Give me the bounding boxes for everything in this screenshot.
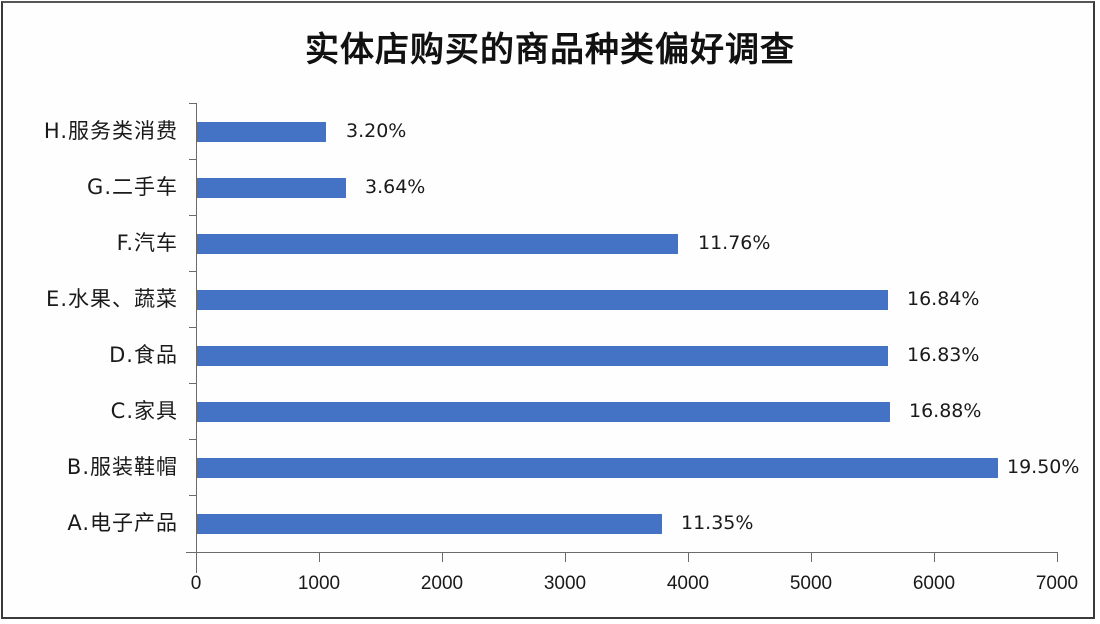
data-label: 16.83% xyxy=(907,344,980,366)
bar-e-fruit-veg xyxy=(197,290,888,310)
bar-a-electronics xyxy=(197,514,662,534)
x-tick xyxy=(442,552,443,562)
data-label: 3.20% xyxy=(346,120,407,142)
y-tick xyxy=(189,439,197,440)
category-label: A.电子产品 xyxy=(67,511,178,535)
data-label: 16.84% xyxy=(907,288,980,310)
y-axis-line xyxy=(196,103,197,573)
y-tick xyxy=(189,159,197,160)
bar-g-used-car xyxy=(197,178,346,198)
bar-c-furniture xyxy=(197,402,890,422)
x-tick-label: 3000 xyxy=(543,573,587,594)
x-tick xyxy=(811,552,812,562)
bar-f-car xyxy=(197,234,678,254)
x-tick xyxy=(688,552,689,562)
x-tick-label: 7000 xyxy=(1035,573,1079,594)
data-label: 19.50% xyxy=(1007,456,1080,478)
data-label: 11.76% xyxy=(698,232,771,254)
x-tick-label: 2000 xyxy=(420,573,464,594)
y-tick xyxy=(189,271,197,272)
category-label: E.水果、蔬菜 xyxy=(46,287,178,311)
bar-d-food xyxy=(197,346,888,366)
y-tick xyxy=(189,327,197,328)
x-tick xyxy=(196,552,197,562)
x-axis-line xyxy=(186,552,1058,553)
x-tick-label: 4000 xyxy=(666,573,710,594)
x-tick xyxy=(1057,552,1058,562)
y-tick xyxy=(189,103,197,104)
category-label: G.二手车 xyxy=(87,175,178,199)
data-label: 11.35% xyxy=(681,512,754,534)
x-tick-label: 6000 xyxy=(912,573,956,594)
category-label: D.食品 xyxy=(109,343,178,367)
data-label: 3.64% xyxy=(365,176,426,198)
category-label: F.汽车 xyxy=(116,231,178,255)
x-tick xyxy=(565,552,566,562)
bar-b-clothing xyxy=(197,458,998,478)
chart-title: 实体店购买的商品种类偏好调查 xyxy=(305,30,795,70)
data-label: 16.88% xyxy=(909,400,982,422)
x-tick xyxy=(934,552,935,562)
category-label: H.服务类消费 xyxy=(43,119,178,143)
y-tick xyxy=(189,215,197,216)
category-label: B.服装鞋帽 xyxy=(66,455,178,479)
x-tick-label: 0 xyxy=(190,573,202,594)
y-tick xyxy=(189,383,197,384)
y-tick xyxy=(189,495,197,496)
bar-h-service xyxy=(197,122,326,142)
x-tick xyxy=(319,552,320,562)
category-label: C.家具 xyxy=(110,399,178,423)
x-tick-label: 5000 xyxy=(789,573,833,594)
x-tick-label: 1000 xyxy=(297,573,341,594)
